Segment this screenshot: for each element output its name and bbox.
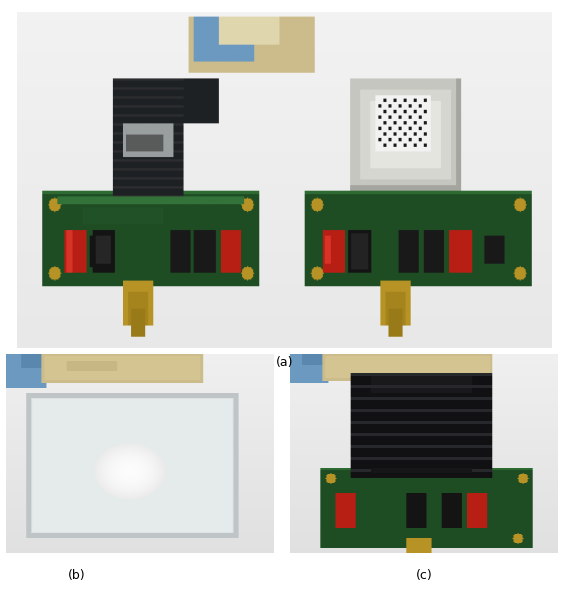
Text: (b): (b) xyxy=(68,569,85,583)
Text: (c): (c) xyxy=(415,569,432,583)
Text: (a): (a) xyxy=(276,356,293,369)
